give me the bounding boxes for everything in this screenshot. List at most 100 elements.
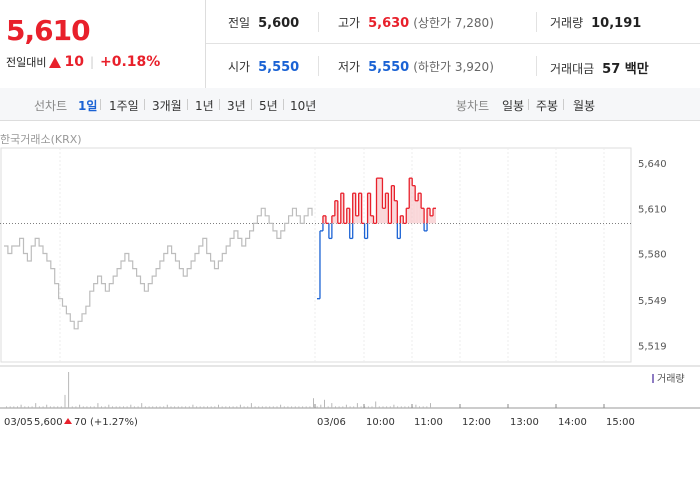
stats-divider <box>318 56 319 76</box>
stat-volume: 거래량 10,191 <box>550 14 641 31</box>
volume-bar <box>144 406 146 408</box>
volume-bar <box>382 406 384 408</box>
stats-divider <box>318 12 319 32</box>
tab-3m[interactable]: 3개월 <box>152 99 182 113</box>
volume-legend-label: 거래량 <box>657 373 685 385</box>
up-fill-segment <box>322 215 326 224</box>
tab-1y[interactable]: 1년 <box>195 99 214 113</box>
volume-bar <box>141 403 143 408</box>
volume-bar <box>90 406 92 408</box>
stat-open: 시가 5,550 <box>228 58 299 75</box>
volume-bar <box>64 394 66 408</box>
volume-bar <box>104 406 106 408</box>
stat-value: 5,630 <box>368 16 410 31</box>
volume-bar <box>258 406 260 408</box>
volume-bar <box>331 403 333 408</box>
up-fill-segment <box>430 215 434 224</box>
volume-bar <box>46 404 48 408</box>
tab-divider <box>187 99 188 110</box>
volume-bar <box>404 406 406 408</box>
x-tick-label: 10:00 <box>366 417 395 428</box>
volume-bars <box>6 372 431 408</box>
volume-bar <box>31 406 33 408</box>
volume-bar <box>199 406 201 408</box>
up-fill-segment <box>433 208 436 224</box>
up-fill-segment <box>400 215 404 224</box>
stat-value: 5,600 <box>258 16 300 31</box>
volume-bar <box>400 406 402 408</box>
volume-bar <box>203 406 205 408</box>
change-row: 전일대비 10 | +0.18% <box>6 54 160 70</box>
lower-limit: (하한가 3,920) <box>413 60 494 74</box>
stat-label: 고가 <box>338 16 361 30</box>
volume-bar <box>115 406 117 408</box>
volume-bar <box>386 406 388 408</box>
volume-bar <box>68 372 70 408</box>
volume-bar <box>137 406 139 408</box>
volume-bar <box>79 404 81 408</box>
up-area-fill <box>322 178 436 224</box>
tab-10y[interactable]: 10년 <box>290 99 317 113</box>
tab-monthly-candle[interactable]: 월봉 <box>573 99 596 113</box>
volume-legend-swatch <box>652 374 654 383</box>
volume-bar <box>155 406 157 408</box>
volume-bar <box>82 406 84 408</box>
volume-bar <box>291 406 293 408</box>
tab-1w[interactable]: 1주일 <box>109 99 139 113</box>
data-source: 한국거래소(KRX) <box>0 133 82 146</box>
volume-bar <box>112 406 113 408</box>
volume-bar <box>389 406 391 408</box>
prev-day-note: 03/05 5,600 70 (+1.27%) <box>4 417 138 428</box>
volume-bar <box>108 404 110 408</box>
stats-row-divider <box>206 43 700 44</box>
volume-bar <box>6 406 7 408</box>
tab-1d[interactable]: 1일 <box>78 99 98 113</box>
line-chart-label: 선차트 <box>34 99 68 113</box>
volume-bar <box>170 406 172 408</box>
price-lines <box>4 177 436 330</box>
volume-bar <box>371 406 373 408</box>
up-fill-segment <box>355 215 359 224</box>
volume-bar <box>375 401 377 408</box>
stat-label: 저가 <box>338 60 361 74</box>
volume-bar <box>313 398 314 408</box>
up-fill-segment <box>415 200 419 224</box>
up-fill-segment <box>391 185 395 224</box>
volume-bar <box>294 406 296 408</box>
prev-note-change: 70 <box>74 417 87 428</box>
volume-bar <box>309 406 311 408</box>
up-fill-segment <box>358 193 362 224</box>
volume-bar <box>272 406 274 408</box>
volume-bar <box>419 406 420 408</box>
volume-bar <box>218 404 219 408</box>
stat-low: 저가 5,550 (하한가 3,920) <box>338 58 494 75</box>
up-fill-segment <box>379 178 383 224</box>
volume-bar <box>236 406 238 408</box>
volume-bar <box>247 406 249 408</box>
volume-bar <box>426 406 428 408</box>
y-tick-label: 5,640 <box>638 159 667 170</box>
volume-bar <box>49 406 51 408</box>
y-tick-label: 5,610 <box>638 204 667 215</box>
y-tick-label: 5,519 <box>638 341 667 352</box>
x-tick-label: 13:00 <box>510 417 539 428</box>
tab-divider <box>219 99 220 110</box>
up-fill-segment <box>340 193 344 224</box>
x-tick-label: 14:00 <box>558 417 587 428</box>
tab-5y[interactable]: 5년 <box>259 99 278 113</box>
change-separator: | <box>89 55 95 69</box>
x-tick-label: 11:00 <box>414 417 443 428</box>
volume-bar <box>177 406 179 408</box>
tab-3y[interactable]: 3년 <box>227 99 246 113</box>
volume-bar <box>305 406 307 408</box>
up-fill-segment <box>331 215 335 224</box>
volume-bar <box>302 406 304 408</box>
volume-bar <box>181 406 183 408</box>
up-fill-segment <box>382 208 386 224</box>
up-fill-segment <box>412 185 416 224</box>
volume-bar <box>415 404 417 408</box>
volume-bar <box>174 406 176 408</box>
tab-weekly-candle[interactable]: 주봉 <box>536 99 559 113</box>
volume-bar <box>276 406 278 408</box>
tab-daily-candle[interactable]: 일봉 <box>502 99 525 113</box>
